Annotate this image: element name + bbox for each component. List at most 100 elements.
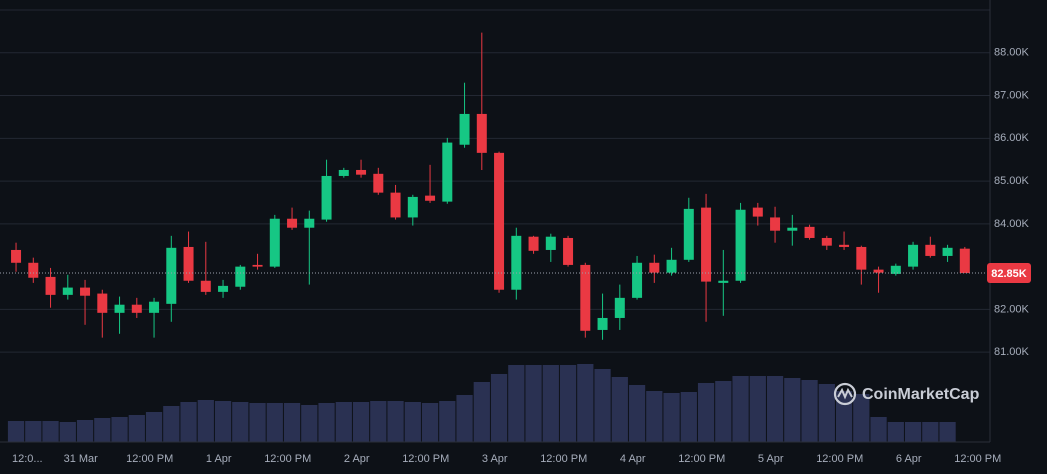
volume-bar	[818, 384, 835, 442]
candle-body	[407, 196, 418, 218]
y-tick-label: 81.00K	[994, 346, 1030, 358]
volume-bar	[404, 402, 421, 442]
candle-body	[62, 287, 73, 295]
candle-body	[925, 244, 936, 256]
candle-body	[563, 237, 574, 265]
candle-body	[338, 169, 349, 176]
last-price-label: 82.85K	[991, 268, 1027, 280]
candle-body	[666, 259, 677, 273]
candle-body	[821, 237, 832, 246]
x-tick-label: 12:0...	[12, 453, 43, 465]
candle-layer	[0, 32, 990, 340]
candle-body	[304, 218, 315, 228]
candle-body	[770, 217, 781, 231]
candle-body	[373, 173, 384, 193]
grid	[0, 9, 990, 353]
candle-body	[545, 236, 556, 250]
volume-bar	[611, 377, 628, 442]
volume-bar	[766, 376, 784, 442]
candle-body	[114, 304, 125, 313]
x-tick-label: 2 Apr	[344, 453, 370, 465]
volume-bar	[249, 403, 266, 442]
volume-bar	[456, 395, 473, 442]
volume-bar	[42, 421, 59, 442]
last-price-badge	[987, 263, 1031, 284]
volume-bar	[25, 421, 42, 442]
volume-bar	[370, 401, 387, 442]
volume-bar	[197, 400, 214, 442]
x-tick-label: 12:00 PM	[264, 453, 311, 465]
logo-wave	[837, 387, 853, 400]
x-tick-label: 31 Mar	[64, 453, 99, 465]
candle-body	[839, 244, 850, 247]
x-tick-label: 12:00 PM	[816, 453, 863, 465]
volume-bar	[887, 422, 904, 442]
candle-body	[149, 301, 160, 313]
volume-bar	[318, 403, 335, 442]
y-tick-label: 87.00K	[994, 89, 1030, 101]
volume-bar	[180, 402, 197, 442]
candle-body	[11, 249, 22, 263]
volume-bar	[732, 376, 749, 442]
volume-bar	[283, 403, 301, 442]
volume-bar	[421, 403, 439, 442]
candle-body	[235, 266, 246, 287]
volume-bar	[853, 394, 870, 442]
volume-bar	[335, 402, 352, 442]
candle-body	[787, 227, 798, 231]
watermark: CoinMarketCap	[833, 382, 980, 406]
volume-bar	[508, 365, 525, 442]
candle-body	[718, 280, 729, 283]
y-tick-label: 85.00K	[994, 175, 1030, 187]
candle-body	[28, 262, 39, 278]
volume-bar	[387, 401, 404, 442]
volume-bar	[352, 402, 370, 442]
watermark-text: CoinMarketCap	[862, 386, 980, 403]
volume-bar	[870, 417, 887, 442]
candle-body	[701, 207, 712, 282]
volume-bar	[128, 415, 145, 442]
candle-body	[856, 246, 867, 270]
volume-bar	[697, 383, 715, 442]
candle-body	[580, 264, 591, 331]
x-tick-label: 12:00 PM	[126, 453, 173, 465]
candle-body	[614, 297, 625, 318]
volume-bar	[490, 374, 508, 442]
candle-body	[321, 175, 332, 220]
volume-bar	[646, 391, 663, 442]
x-tick-label: 12:00 PM	[678, 453, 725, 465]
volume-bar	[715, 381, 732, 442]
volume-bar	[628, 385, 646, 442]
candle-body	[804, 226, 815, 238]
candle-body	[200, 280, 211, 292]
candle-body	[959, 248, 970, 274]
candle-body	[252, 264, 263, 267]
volume-bar	[111, 417, 128, 442]
volume-bar	[904, 422, 922, 442]
volume-bar	[439, 401, 456, 442]
candle-body	[218, 285, 229, 292]
volume-bar	[939, 422, 956, 442]
volume-bar	[680, 392, 697, 442]
x-tick-label: 12:00 PM	[402, 453, 449, 465]
candle-body	[97, 293, 108, 313]
volume-bar	[801, 380, 818, 442]
volume-bar	[749, 376, 766, 442]
candle-body	[942, 247, 953, 256]
x-tick-label: 5 Apr	[758, 453, 784, 465]
candle-body	[80, 287, 91, 296]
volume-bar	[301, 405, 318, 442]
x-tick-label: 6 Apr	[896, 453, 922, 465]
x-tick-label: 12:00 PM	[954, 453, 1001, 465]
candle-body	[735, 209, 746, 281]
y-tick-label: 88.00K	[994, 47, 1030, 59]
candle-body	[511, 235, 522, 290]
candle-body	[752, 207, 763, 217]
volume-bar	[473, 382, 490, 442]
candle-body	[459, 113, 470, 145]
volume-bar	[663, 393, 680, 442]
x-tick-label: 12:00 PM	[540, 453, 587, 465]
volume-bar	[7, 421, 25, 442]
candle-body	[183, 246, 194, 281]
logo-ring	[833, 382, 857, 406]
